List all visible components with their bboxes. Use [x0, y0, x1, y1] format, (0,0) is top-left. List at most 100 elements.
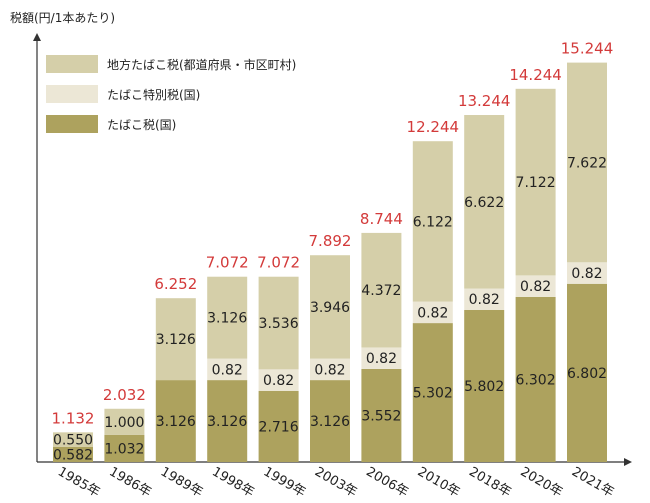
bar-segment-tobacco-tax-national — [361, 368, 402, 462]
x-tick-label: 1985年 — [55, 464, 102, 500]
bar-segment-tobacco-tax-national — [412, 323, 453, 462]
bar-stack: 3.126 0.82 3.126 7.072 — [206, 254, 249, 462]
data-label: 1.000 — [104, 415, 144, 431]
x-axis-tick-labels: 1985年 1986年 1989年 1998年 1999年 2003年 2006年 2010年… — [55, 464, 616, 500]
bar-segment-local-tobacco-tax — [515, 88, 556, 276]
legend-item: たばこ特別税(国) — [46, 85, 200, 103]
bar-segment-tobacco-tax-national — [310, 380, 350, 462]
bar-segment-special-tobacco-tax-national — [515, 275, 556, 297]
data-label: 2.716 — [259, 419, 299, 435]
bar-segment-tobacco-tax-national — [515, 296, 556, 462]
x-tick-label: 2010年 — [415, 464, 462, 500]
data-label: 3.126 — [207, 414, 247, 430]
bar-segment-local-tobacco-tax — [464, 115, 505, 289]
data-label: 7.622 — [567, 155, 607, 171]
data-label: 4.372 — [361, 283, 401, 299]
x-tick-label: 2018年 — [466, 464, 513, 500]
bars-layer: 0.5820.5501.1321.0321.0002.0323.1263.126… — [52, 40, 614, 464]
data-label: 0.82 — [571, 266, 602, 282]
bar-segment-special-tobacco-tax-national — [361, 347, 402, 369]
legend-label: たばこ税(国) — [107, 118, 176, 132]
x-tick-label: 1999年 — [261, 464, 308, 500]
data-label: 6.622 — [464, 195, 504, 211]
bar-segment-local-tobacco-tax — [155, 298, 196, 381]
total-label: 6.252 — [154, 275, 197, 293]
bar-segment-tobacco-tax-national — [53, 446, 93, 462]
total-label: 7.072 — [206, 254, 249, 272]
data-label: 3.126 — [310, 414, 350, 430]
legend-swatch — [46, 55, 98, 73]
bar-segment-local-tobacco-tax — [258, 276, 299, 370]
total-label: 7.072 — [257, 254, 300, 272]
data-label: 3.946 — [310, 300, 350, 316]
bar-stack: 3.126 3.126 6.252 — [154, 275, 197, 462]
total-label: 2.032 — [103, 386, 146, 404]
x-tick-label: 1989年 — [158, 464, 205, 500]
bar-segment-tobacco-tax-national — [155, 380, 196, 462]
y-axis-title: 税額(円/1本あたり) — [10, 11, 115, 25]
bar-stack: 5.302 0.82 6.122 12.244 — [407, 118, 459, 462]
legend-label: 地方たばこ税(都道府県・市区町村) — [107, 57, 296, 72]
bar-segment-tobacco-tax-national — [207, 380, 248, 462]
bar-segment-local-tobacco-tax — [567, 62, 607, 263]
legend-item: たばこ税(国) — [46, 115, 176, 133]
bar-segment-local-tobacco-tax — [53, 432, 93, 447]
data-label: 3.126 — [156, 414, 196, 430]
x-tick-label: 2020年 — [518, 464, 565, 500]
legend-label: たばこ特別税(国) — [107, 87, 200, 102]
bar-segment-special-tobacco-tax-national — [310, 358, 350, 381]
bar-segment-local-tobacco-tax — [207, 276, 248, 359]
total-label: 13.244 — [458, 92, 511, 110]
data-label: 3.552 — [361, 408, 401, 424]
data-label: 0.82 — [469, 292, 500, 308]
x-tick-label: 2003年 — [312, 464, 359, 500]
bar-stack: 5.802 0.82 6.622 13.244 — [458, 92, 511, 462]
legend-item: 地方たばこ税(都道府県・市区町村) — [46, 55, 296, 73]
data-label: 7.122 — [516, 175, 556, 191]
total-label: 14.244 — [509, 66, 562, 84]
data-label: 6.122 — [413, 214, 453, 230]
bar-segment-tobacco-tax-national — [567, 283, 607, 462]
x-tick-label: 2021年 — [569, 464, 616, 500]
bar-stack: 6.302 0.82 7.122 14.244 — [509, 66, 562, 462]
bar-segment-local-tobacco-tax — [412, 141, 453, 302]
data-label: 5.302 — [413, 386, 453, 402]
bar-segment-special-tobacco-tax-national — [258, 369, 299, 391]
data-label: 0.82 — [366, 351, 397, 367]
bar-stack: 2.716 0.82 3.536 7.072 — [257, 254, 300, 462]
data-label: 0.82 — [314, 362, 345, 378]
x-tick-label: 1986年 — [106, 464, 153, 500]
data-label: 0.82 — [520, 279, 551, 295]
data-label: 0.582 — [53, 447, 93, 463]
data-label: 5.802 — [464, 379, 504, 395]
data-label: 6.802 — [567, 366, 607, 382]
total-label: 8.744 — [360, 210, 403, 228]
bar-segment-local-tobacco-tax — [104, 408, 145, 435]
bar-segment-local-tobacco-tax — [361, 232, 402, 348]
data-label: 3.126 — [207, 311, 247, 327]
legend-swatch — [46, 115, 98, 133]
legend-swatch — [46, 85, 98, 103]
bar-segment-special-tobacco-tax-national — [464, 288, 505, 310]
data-label: 0.82 — [417, 305, 448, 321]
data-label: 3.536 — [259, 316, 299, 332]
x-tick-label: 1998年 — [209, 464, 256, 500]
data-label: 0.82 — [212, 362, 243, 378]
bar-segment-tobacco-tax-national — [104, 434, 145, 462]
bar-segment-tobacco-tax-national — [258, 390, 299, 462]
bar-segment-local-tobacco-tax — [310, 255, 350, 359]
total-label: 1.132 — [52, 409, 95, 427]
data-label: 6.302 — [516, 372, 556, 388]
bar-segment-tobacco-tax-national — [464, 309, 505, 462]
data-label: 3.126 — [156, 332, 196, 348]
bar-stack: 1.032 1.000 2.032 — [103, 386, 146, 462]
x-tick-label: 2006年 — [363, 464, 410, 500]
legend: 地方たばこ税(都道府県・市区町村) たばこ特別税(国) たばこ税(国) — [46, 55, 296, 133]
bar-stack: 6.802 0.82 7.622 15.244 — [561, 40, 613, 462]
data-label: 0.82 — [263, 373, 294, 389]
bar-segment-special-tobacco-tax-national — [412, 301, 453, 324]
data-label: 1.032 — [104, 441, 144, 457]
